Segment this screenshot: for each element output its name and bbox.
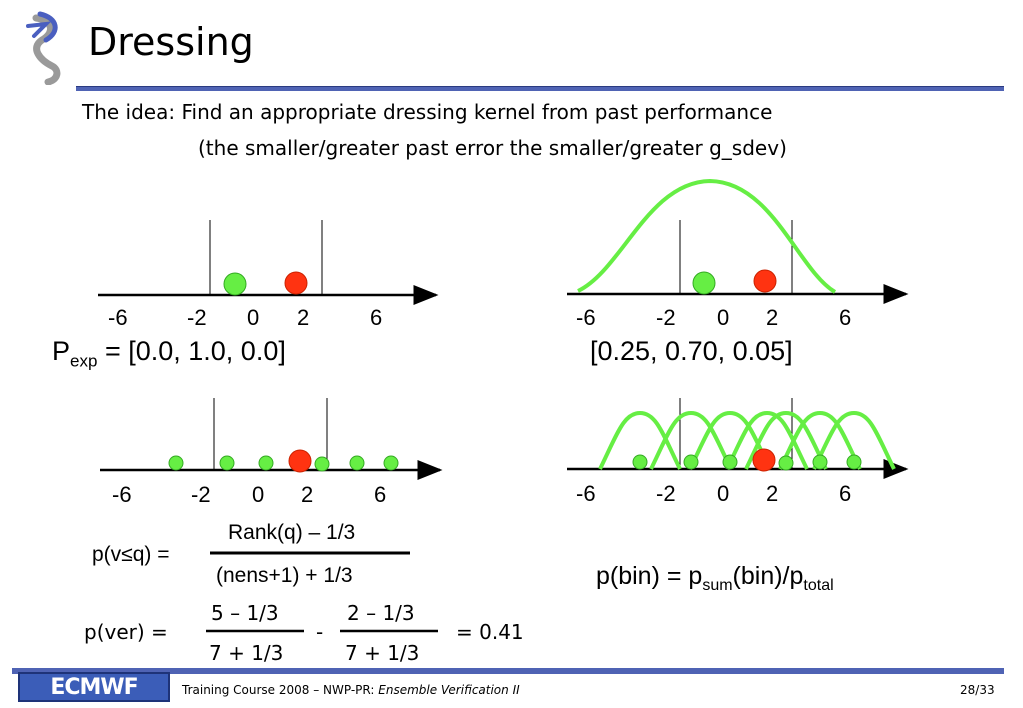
ver-formula-num1: 5 – 1/3 [211,601,279,625]
footer-course-italic: Ensemble Verification II [378,683,520,697]
footer-course-text: Training Course 2008 – NWP-PR: Ensemble … [182,683,520,697]
tick-label: 2 [297,305,310,330]
tick-label: 0 [252,482,265,507]
ensemble-member [632,454,648,470]
ensemble-member [223,272,247,296]
ver-formula-den1: 7 + 1/3 [209,641,284,665]
expected-probabilities: Pexp = [0.0, 1.0, 0.0] [52,336,286,371]
ensemble-member [258,455,274,471]
page-title: Dressing [88,20,254,64]
dressing-kernel-curve [577,178,837,294]
bin-formula-part: (bin)/p [732,562,804,590]
ver-formula-den2: 7 + 1/3 [345,641,420,665]
tick-label: 6 [374,482,387,507]
tick-label: 0 [247,305,260,330]
tick-label: -2 [187,305,207,330]
footer-course: Training Course 2008 – NWP-PR: [182,683,379,697]
dressed-probabilities: [0.25, 0.70, 0.05] [590,336,793,366]
ecmwf-footer-logo: ECMWF [18,672,170,702]
tick-label: -6 [576,481,596,506]
tick-label: -2 [191,482,211,507]
footer-bar [12,668,1004,674]
tick-label: 6 [370,305,383,330]
ensemble-member [383,455,399,471]
ensemble-member [168,455,184,471]
bin-formula-part: p(bin) = p [596,562,703,590]
tick-label: 2 [301,482,314,507]
panel-top-right [567,178,909,304]
prob-values: = [0.0, 1.0, 0.0] [104,336,286,366]
verification-point [288,449,312,473]
verification-point [753,269,777,293]
ensemble-member [683,454,699,470]
small-kernel-curves [598,410,896,470]
tick-label: 2 [766,305,779,330]
tick-label: -6 [576,305,596,330]
panel-top-left [98,220,439,305]
bin-probability-formula: p(bin) = psum(bin)/ptotal [596,562,834,595]
ensemble-member [778,455,794,471]
ver-formula-lhs: p(ver) = [84,620,168,644]
idea-line-1: The idea: Find an appropriate dressing k… [82,100,773,124]
ensemble-member [812,454,828,470]
ecmwf-swirl-logo-icon [26,11,61,85]
tick-label: 6 [839,305,852,330]
verification-point [284,271,308,295]
panel-bottom-right [567,398,909,479]
verification-point [752,448,776,472]
page-number: 28/33 [960,683,995,697]
ver-formula-num2: 2 – 1/3 [347,601,415,625]
rank-formula-denominator: (nens+1) + 1/3 [216,564,353,587]
ensemble-member [722,454,738,470]
title-divider [76,86,1004,91]
tick-label: 0 [717,305,730,330]
ver-formula-minus: - [316,620,324,644]
ver-formula-result: = 0.41 [456,620,524,644]
tick-label: 2 [766,481,779,506]
tick-label: -2 [656,481,676,506]
tick-label: 0 [717,481,730,506]
bin-formula-sub: total [803,577,834,594]
ensemble-member [314,456,330,472]
tick-label: -6 [112,482,132,507]
tick-label: -6 [108,305,128,330]
rank-formula-numerator: Rank(q) – 1/3 [228,521,356,544]
ensemble-member [846,454,862,470]
tick-label: 6 [839,481,852,506]
ensemble-member [692,271,716,295]
tick-label: -2 [656,305,676,330]
prob-prefix: P [52,336,71,366]
idea-line-2: (the smaller/greater past error the smal… [198,136,787,160]
prob-subscript: exp [70,351,98,371]
ensemble-member [349,455,365,471]
ensemble-member [219,455,235,471]
bin-formula-sub: sum [702,577,733,594]
panel-bottom-left [100,398,443,480]
rank-formula-lhs: p(v≤q) = [92,543,170,566]
